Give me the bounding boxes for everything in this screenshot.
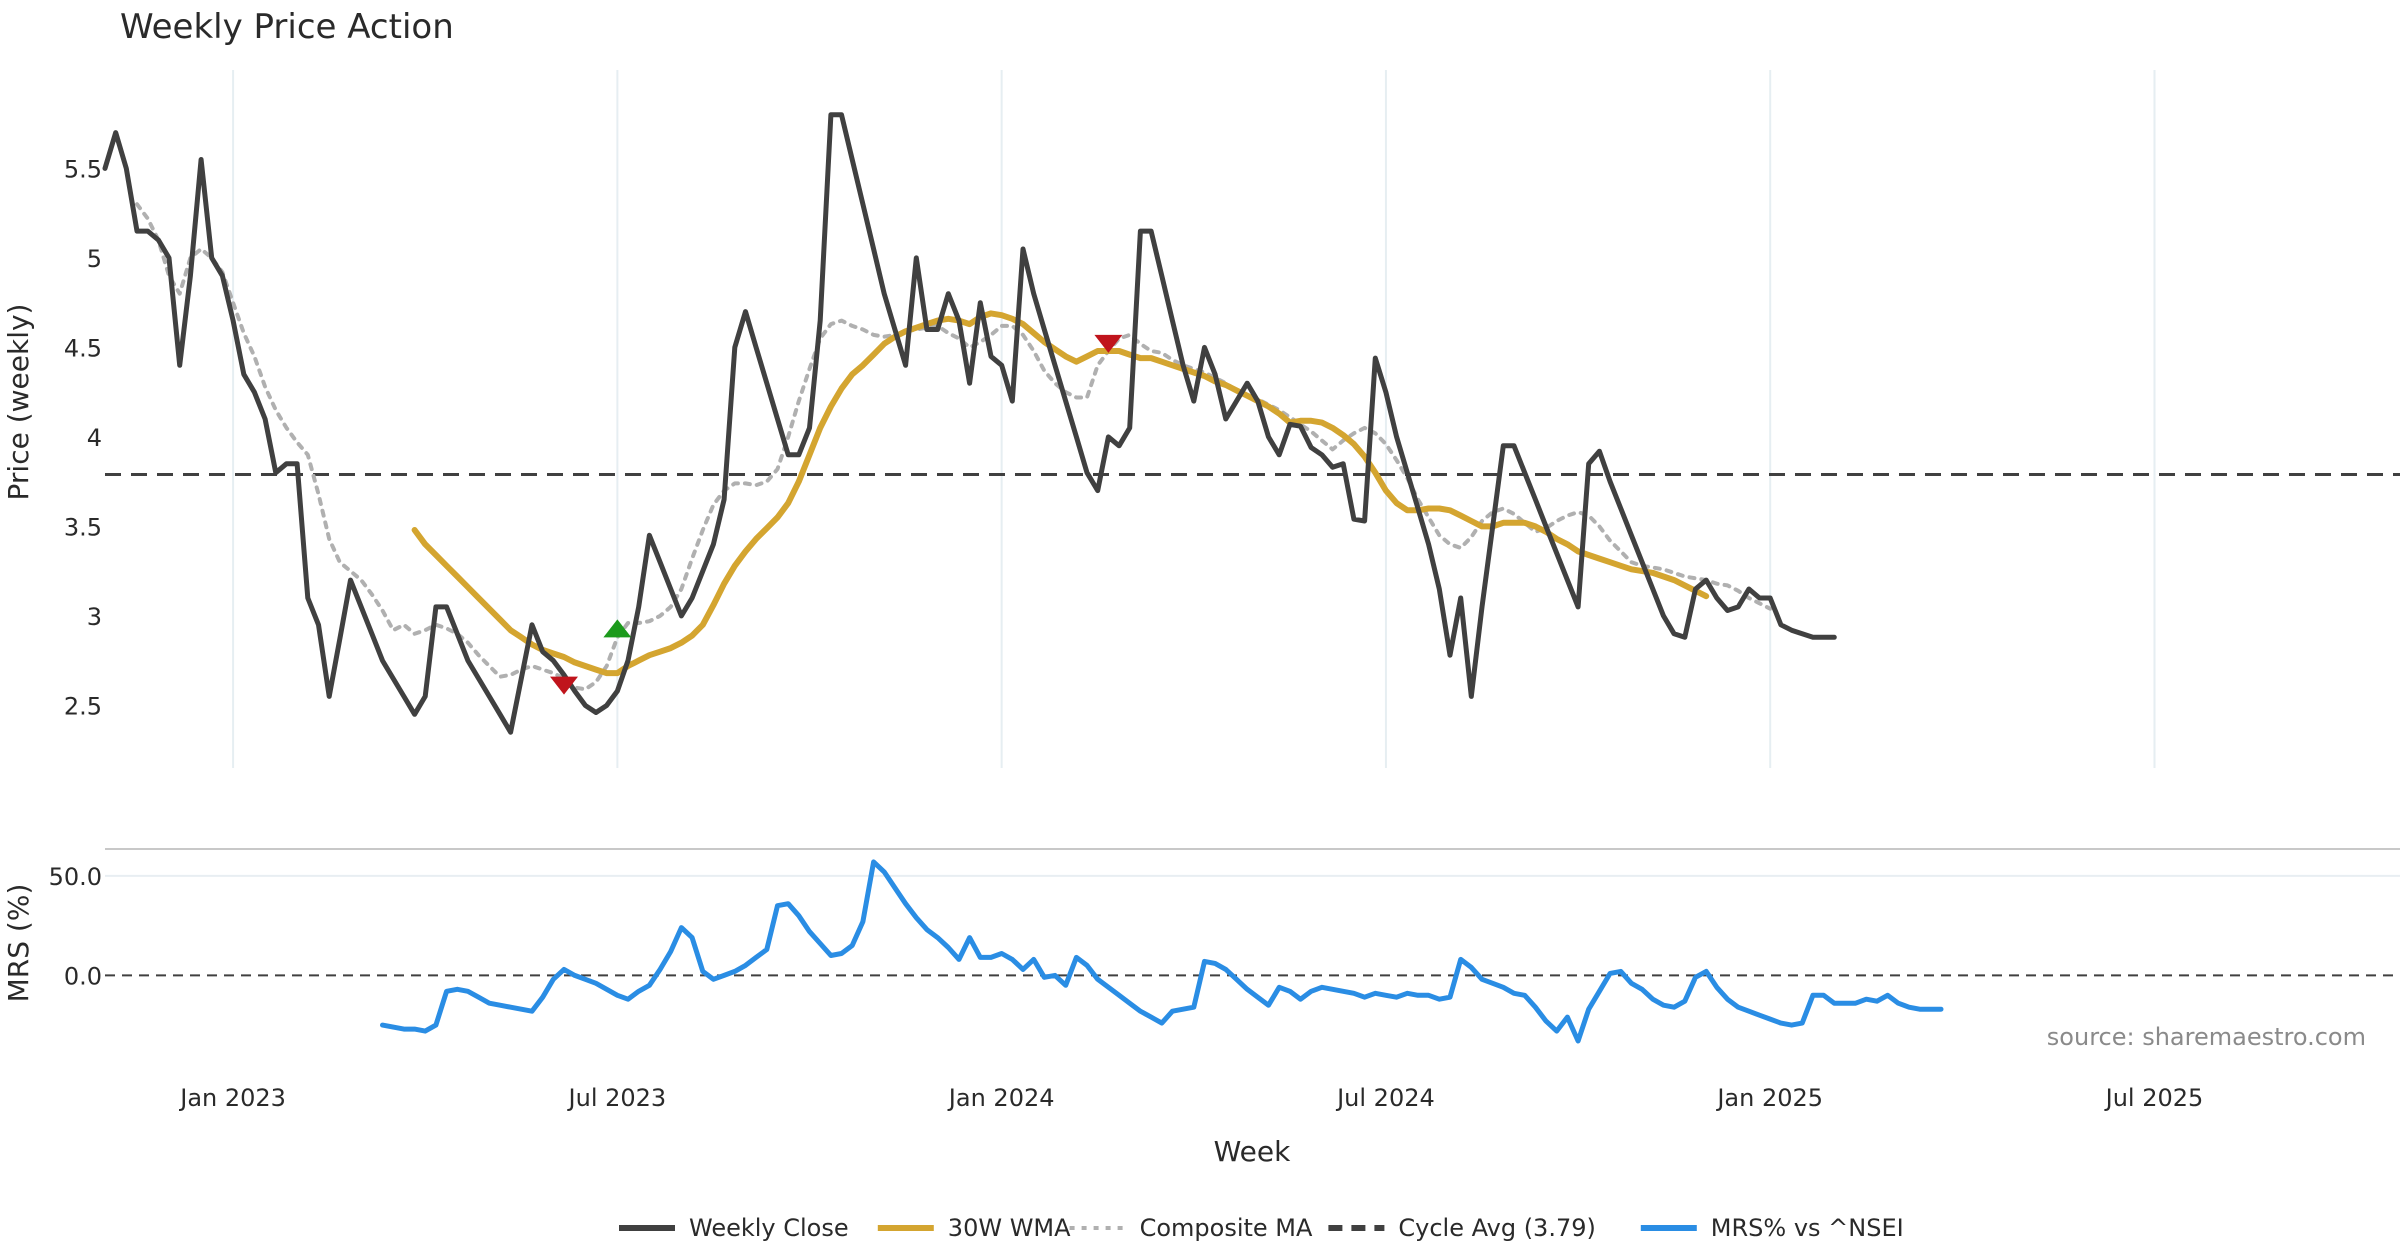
buy-signal-marker xyxy=(603,619,632,638)
x-tick-label: Jul 2023 xyxy=(567,1084,667,1112)
price-grid xyxy=(232,70,2156,768)
legend-label: MRS% vs ^NSEI xyxy=(1711,1214,1904,1242)
price-y-tick: 4 xyxy=(87,424,102,452)
mrs-y-tick: 0.0 xyxy=(64,962,102,990)
mrs-y-label: MRS (%) xyxy=(2,884,35,1003)
series-30w-wma xyxy=(411,310,1710,677)
price-y-tick: 3.5 xyxy=(64,513,102,541)
legend: Weekly Close 30W WMA Composite MA Cycle Avg… xyxy=(619,1214,1904,1242)
legend-label: Cycle Avg (3.79) xyxy=(1398,1214,1595,1242)
x-axis-label: Week xyxy=(1214,1135,1291,1168)
price-y-tick: 5.5 xyxy=(64,155,102,183)
price-y-ticks: 2.5 3 3.5 4 4.5 5 5.5 xyxy=(64,155,102,720)
x-tick-label: Jan 2024 xyxy=(947,1084,1055,1112)
sell-signal-marker xyxy=(550,676,578,695)
chart-title: Weekly Price Action xyxy=(120,7,454,47)
price-y-tick: 5 xyxy=(87,245,102,273)
x-tick-label: Jul 2025 xyxy=(2104,1084,2204,1112)
price-y-tick: 4.5 xyxy=(64,334,102,362)
sell-signal-marker xyxy=(1094,334,1123,353)
price-y-label: Price (weekly) xyxy=(2,304,35,501)
legend-label: Composite MA xyxy=(1140,1214,1313,1242)
legend-label: Weekly Close xyxy=(689,1214,849,1242)
series-weekly-close xyxy=(102,112,1837,735)
x-ticks: Jan 2023 Jul 2023 Jan 2024 Jul 2024 Jan 2025… xyxy=(178,1084,2203,1112)
series-mrs-vs-nsei xyxy=(380,859,1944,1044)
source-note: source: sharemaestro.com xyxy=(2047,1023,2366,1051)
mrs-y-ticks: 0.0 50.0 xyxy=(49,863,102,990)
series-composite-ma xyxy=(135,202,1773,692)
price-y-tick: 3 xyxy=(87,603,102,631)
x-tick-label: Jul 2024 xyxy=(1335,1084,1435,1112)
mrs-y-tick: 50.0 xyxy=(49,863,102,891)
x-tick-label: Jan 2023 xyxy=(178,1084,286,1112)
x-tick-label: Jan 2025 xyxy=(1715,1084,1823,1112)
price-y-tick: 2.5 xyxy=(64,692,102,720)
legend-label: 30W WMA xyxy=(948,1214,1071,1242)
